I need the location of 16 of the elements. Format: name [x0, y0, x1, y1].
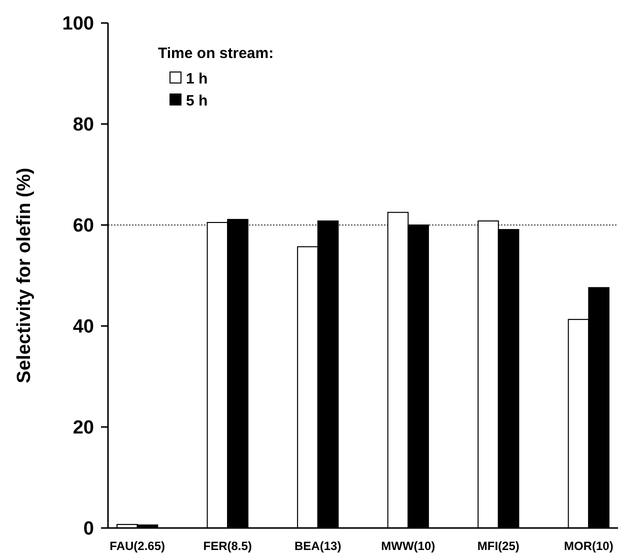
legend-title: Time on stream:	[158, 45, 274, 62]
legend-label: 1 h	[186, 70, 208, 88]
y-tick-label: 60	[72, 216, 94, 237]
x-tick-label: MOR(10)	[564, 539, 614, 553]
y-tick-label: 100	[62, 14, 94, 35]
x-tick-label: MWW(10)	[381, 539, 436, 553]
x-tick-label: FER(8.5)	[203, 539, 252, 553]
x-tick-label: MFI(25)	[477, 539, 520, 553]
y-tick-label: 0	[83, 518, 94, 540]
y-tick-label: 20	[72, 418, 94, 439]
y-tick-label: 40	[72, 316, 94, 338]
x-tick-label: FAU(2.65)	[110, 539, 166, 553]
x-tick-label: BEA(13)	[294, 539, 342, 553]
y-tick-label: 80	[72, 114, 94, 136]
y-axis-title: Selectivity for olefin (%)	[14, 168, 35, 384]
legend-label: 5 h	[186, 92, 208, 110]
